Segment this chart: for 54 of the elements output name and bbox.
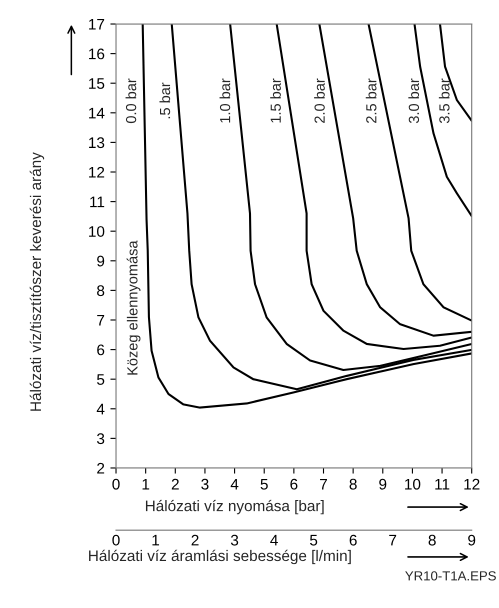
x-tick-label: 1 — [142, 478, 150, 490]
x2-tick-label: 7 — [389, 534, 396, 546]
x-tick-label: 6 — [290, 478, 298, 490]
x-tick-label: 4 — [230, 478, 238, 490]
y-tick-label: 4 — [96, 404, 104, 414]
line-series — [368, 24, 472, 322]
y-axis-title: Hálózati víz/tisztítószer keverési arány — [30, 152, 44, 411]
y-tick-label: 15 — [89, 78, 104, 89]
x2-tick-label: 3 — [230, 534, 238, 546]
x-tick-label: 3 — [201, 478, 209, 490]
x2-tick-label: 1 — [152, 534, 160, 546]
y-tick-label: 17 — [89, 19, 104, 30]
text: 3.5 bar — [438, 78, 450, 124]
y-tick-label: 13 — [89, 137, 104, 148]
x2-axis-title: Hálózati víz áramlási sebessége [l/min] — [89, 550, 351, 564]
x-tick-label: 7 — [320, 478, 327, 490]
line-series — [438, 24, 472, 122]
y-tick-label: 8 — [97, 285, 104, 296]
text: .5 bar — [159, 82, 170, 118]
text: 1.5 bar — [270, 78, 281, 123]
y-tick-label: 16 — [89, 48, 104, 60]
text: 3.0 bar — [408, 78, 420, 124]
x-tick-label: 8 — [350, 478, 357, 490]
y-tick-label: 3 — [96, 433, 104, 444]
y-tick-label: 2 — [97, 462, 104, 474]
x-tick-label: 5 — [260, 478, 268, 490]
x-tick-label: 0 — [112, 478, 120, 490]
x-tick-label: 12 — [464, 478, 480, 490]
y-tick-label: 11 — [90, 196, 104, 208]
x-tick-label: 11 — [435, 478, 450, 490]
text: 0.0 bar — [126, 78, 136, 124]
y-tick-label: 10 — [89, 226, 104, 237]
x2-tick-label: 8 — [428, 534, 436, 546]
y-tick-label: 6 — [97, 344, 104, 356]
y-tick-label: 7 — [97, 315, 104, 326]
text: 1.0 bar — [220, 78, 230, 123]
x-tick-label: 10 — [405, 478, 420, 490]
y-tick-label: 12 — [89, 166, 104, 178]
text: 2.5 bar — [366, 78, 376, 123]
x2-tick-label: 5 — [310, 534, 318, 546]
annotation: Közeg ellennyomása — [126, 240, 140, 375]
x-tick-label: 2 — [172, 478, 179, 490]
x2-tick-label: 0 — [112, 534, 120, 546]
text: YR10-T1A.EPS — [405, 571, 496, 581]
x-tick-label: 9 — [379, 478, 386, 490]
x2-tick-label: 9 — [468, 534, 476, 546]
y-tick-label: 9 — [97, 256, 104, 266]
x2-tick-label: 4 — [270, 534, 278, 546]
y-tick-label: 14 — [89, 108, 104, 118]
y-tick-label: 5 — [97, 374, 104, 385]
text: 2.0 bar — [314, 78, 325, 123]
x2-tick-label: 6 — [350, 534, 357, 546]
x2-tick-label: 2 — [192, 534, 199, 546]
x-axis-title: Hálózati víz nyomása [bar] — [146, 500, 324, 514]
